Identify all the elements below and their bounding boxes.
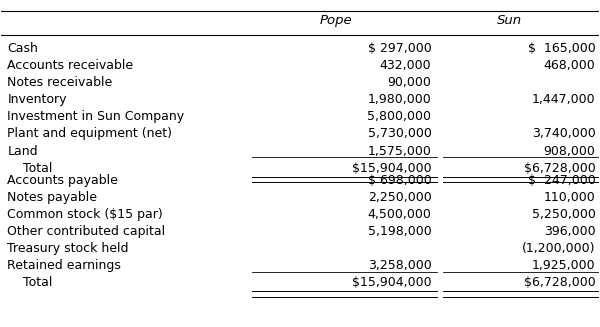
Text: 396,000: 396,000 bbox=[544, 225, 596, 238]
Text: (1,200,000): (1,200,000) bbox=[522, 242, 596, 255]
Text: Land: Land bbox=[7, 145, 38, 158]
Text: Plant and equipment (net): Plant and equipment (net) bbox=[7, 128, 172, 140]
Text: 4,500,000: 4,500,000 bbox=[368, 208, 431, 221]
Text: 5,250,000: 5,250,000 bbox=[532, 208, 596, 221]
Text: 1,925,000: 1,925,000 bbox=[532, 259, 596, 272]
Text: 1,980,000: 1,980,000 bbox=[368, 93, 431, 106]
Text: Total: Total bbox=[7, 276, 53, 289]
Text: Retained earnings: Retained earnings bbox=[7, 259, 121, 272]
Text: Cash: Cash bbox=[7, 42, 38, 55]
Text: 5,730,000: 5,730,000 bbox=[368, 128, 431, 140]
Text: 2,250,000: 2,250,000 bbox=[368, 191, 431, 204]
Text: Pope: Pope bbox=[320, 14, 352, 27]
Text: Notes receivable: Notes receivable bbox=[7, 76, 113, 89]
Text: Common stock ($15 par): Common stock ($15 par) bbox=[7, 208, 163, 221]
Text: 1,575,000: 1,575,000 bbox=[368, 145, 431, 158]
Text: Notes payable: Notes payable bbox=[7, 191, 97, 204]
Text: 908,000: 908,000 bbox=[544, 145, 596, 158]
Text: Accounts receivable: Accounts receivable bbox=[7, 59, 133, 72]
Text: $ 297,000: $ 297,000 bbox=[368, 42, 431, 55]
Text: $15,904,000: $15,904,000 bbox=[352, 162, 431, 175]
Text: Investment in Sun Company: Investment in Sun Company bbox=[7, 110, 184, 123]
Text: $  165,000: $ 165,000 bbox=[528, 42, 596, 55]
Text: 1,447,000: 1,447,000 bbox=[532, 93, 596, 106]
Text: $ 698,000: $ 698,000 bbox=[368, 174, 431, 187]
Text: $  247,000: $ 247,000 bbox=[528, 174, 596, 187]
Text: 5,800,000: 5,800,000 bbox=[367, 110, 431, 123]
Text: 432,000: 432,000 bbox=[380, 59, 431, 72]
Text: $6,728,000: $6,728,000 bbox=[524, 276, 596, 289]
Text: Sun: Sun bbox=[496, 14, 521, 27]
Text: 3,740,000: 3,740,000 bbox=[532, 128, 596, 140]
Text: Total: Total bbox=[7, 162, 53, 175]
Text: Inventory: Inventory bbox=[7, 93, 67, 106]
Text: Treasury stock held: Treasury stock held bbox=[7, 242, 129, 255]
Text: 5,198,000: 5,198,000 bbox=[368, 225, 431, 238]
Text: Other contributed capital: Other contributed capital bbox=[7, 225, 166, 238]
Text: 468,000: 468,000 bbox=[544, 59, 596, 72]
Text: $15,904,000: $15,904,000 bbox=[352, 276, 431, 289]
Text: Accounts payable: Accounts payable bbox=[7, 174, 118, 187]
Text: 90,000: 90,000 bbox=[388, 76, 431, 89]
Text: 110,000: 110,000 bbox=[544, 191, 596, 204]
Text: 3,258,000: 3,258,000 bbox=[368, 259, 431, 272]
Text: $6,728,000: $6,728,000 bbox=[524, 162, 596, 175]
